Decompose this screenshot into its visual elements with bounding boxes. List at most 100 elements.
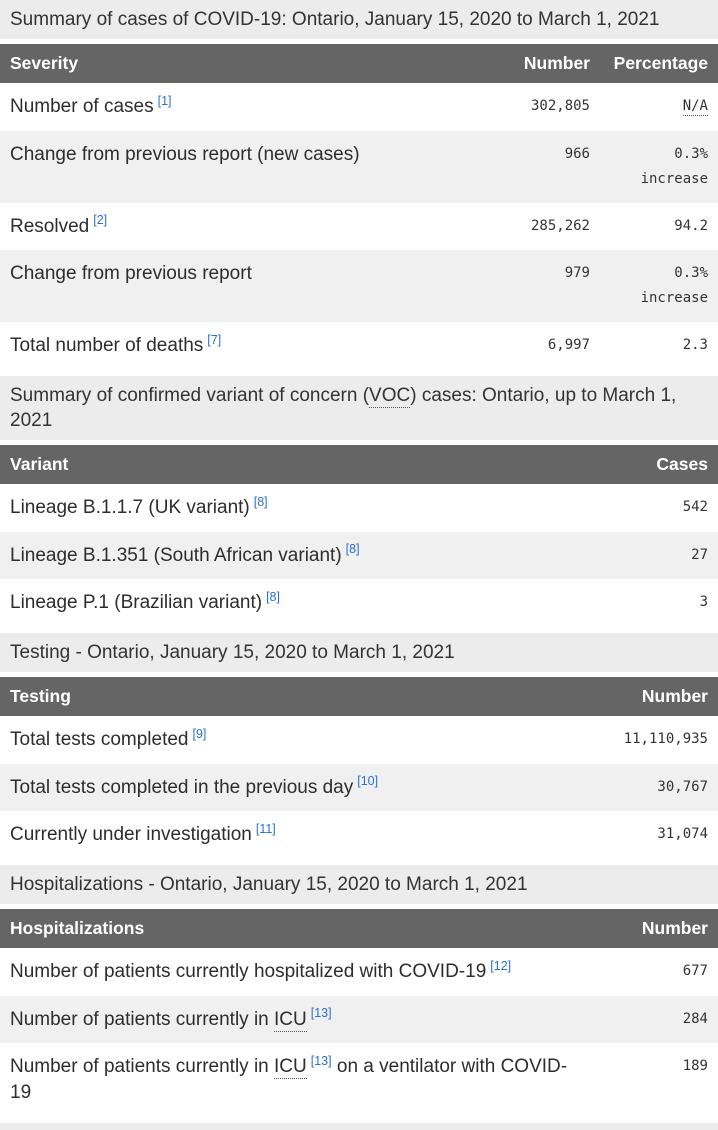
column-header: Number — [488, 44, 600, 84]
text-segment: Change from previous report — [10, 263, 252, 285]
footnote-sup: [2] — [93, 213, 107, 227]
table-row: Total tests completed [9] 11,110,935 — [0, 716, 718, 764]
text-segment: ) cases: Ontario, up to March 1, 2021 — [10, 385, 677, 432]
table-row: Resolved [2] 285,262 94.2 — [0, 202, 718, 251]
header-row: Testing Number — [0, 677, 718, 717]
footnote-sup: [1] — [158, 94, 172, 108]
column-header: Percentage — [600, 44, 718, 84]
footnote-sup: [13] — [311, 1006, 332, 1020]
footnote-link[interactable]: [8] — [345, 542, 360, 557]
column-header: Variant — [0, 445, 588, 485]
text-segment: Summary of confirmed variant of concern … — [10, 385, 370, 406]
text-segment: Lineage B.1.351 (South African variant) — [10, 544, 342, 566]
footnote-link[interactable]: [13] — [310, 1006, 332, 1021]
row-value: 3 — [588, 579, 718, 627]
column-header: Number — [588, 677, 718, 717]
text-segment: 189 — [682, 1058, 708, 1075]
next-section-caption-partial — [0, 1122, 718, 1130]
row-label: Number of cases [1] — [0, 83, 488, 131]
table-section-3: Hospitalizations - Ontario, January 15, … — [0, 865, 718, 1117]
row-label: Lineage B.1.351 (South African variant) [… — [0, 532, 588, 580]
row-label: Lineage P.1 (Brazilian variant) [8] — [0, 579, 588, 627]
row-value: 11,110,935 — [588, 716, 718, 764]
data-table: Testing Number Total tests completed [9] 11,… — [0, 677, 718, 860]
row-value: 285,262 — [488, 203, 600, 251]
header-row: Variant Cases — [0, 445, 718, 485]
row-label: Number of patients currently in ICU [13] — [0, 996, 588, 1044]
header-row: Severity Number Percentage — [0, 44, 718, 84]
abbreviation: VOC — [369, 385, 411, 408]
abbreviation: ICU — [274, 1008, 307, 1032]
table-row: Change from previous report 979 0.3% incre… — [0, 250, 718, 323]
row-value: 677 — [588, 948, 718, 996]
text-segment: 30,767 — [657, 778, 708, 795]
column-header: Number — [588, 909, 718, 949]
footnote-sup: [13] — [311, 1054, 332, 1068]
text-segment: Testing - Ontario, January 15, 2020 to M… — [10, 642, 455, 664]
row-label: Total tests completed in the previous da… — [0, 764, 588, 812]
footnote-sup: [7] — [207, 333, 221, 347]
text-segment: Lineage B.1.1.7 (UK variant) — [10, 497, 250, 519]
table-row: Number of patients currently hospitalize… — [0, 948, 718, 996]
footnote-link[interactable]: [8] — [253, 494, 268, 509]
footnote-link[interactable]: [13] — [310, 1054, 332, 1069]
row-value: 0.3% increase — [600, 131, 718, 203]
column-header: Testing — [0, 677, 588, 717]
table-caption: Hospitalizations - Ontario, January 15, … — [0, 865, 718, 905]
row-value: 0.3% increase — [600, 250, 718, 322]
row-value: 2.3 — [600, 322, 718, 370]
text-segment: 31,074 — [657, 826, 708, 843]
row-label: Currently under investigation [11] — [0, 811, 588, 859]
table-row: Lineage P.1 (Brazilian variant) [8] 3 — [0, 579, 718, 628]
footnote-sup: [8] — [266, 590, 280, 604]
table-row: Change from previous report (new cases) 9… — [0, 130, 718, 203]
row-value: 979 — [488, 250, 600, 322]
footnote-link[interactable]: [11] — [255, 822, 276, 837]
column-header: Hospitalizations — [0, 909, 588, 949]
footnote-link[interactable]: [12] — [490, 958, 512, 973]
text-segment: 94.2 — [674, 217, 708, 234]
data-table: Variant Cases Lineage B.1.1.7 (UK variant)… — [0, 445, 718, 628]
row-value: 284 — [588, 996, 718, 1044]
abbreviation: ICU — [274, 1056, 307, 1080]
text-segment: Change from previous report (new cases) — [10, 143, 360, 165]
row-value: 542 — [588, 484, 718, 532]
table-row: Number of cases [1] 302,805 N/A — [0, 83, 718, 131]
data-table: Severity Number Percentage Number of cases [… — [0, 44, 718, 370]
text-segment: 6,997 — [547, 337, 590, 354]
text-segment: Number of cases — [10, 96, 154, 118]
footnote-link[interactable]: [8] — [266, 590, 280, 605]
text-segment: 284 — [682, 1010, 708, 1027]
row-value: 31,074 — [588, 811, 718, 859]
footnote-link[interactable]: [2] — [93, 213, 108, 228]
footnote-sup: [8] — [346, 542, 360, 556]
table-section-0: Summary of cases of COVID-19: Ontario, J… — [0, 0, 718, 370]
data-table: Hospitalizations Number Number of patients… — [0, 909, 718, 1117]
row-label: Total tests completed [9] — [0, 716, 588, 764]
table-caption: Testing - Ontario, January 15, 2020 to M… — [0, 633, 718, 673]
footnote-link[interactable]: [10] — [357, 774, 379, 789]
text-segment: 2.3 — [682, 337, 708, 354]
text-segment: Number of patients currently in — [10, 1056, 275, 1078]
footnote-link[interactable]: [9] — [192, 726, 207, 741]
row-value: N/A — [600, 83, 718, 131]
text-segment: 542 — [682, 499, 708, 516]
text-segment: 285,262 — [530, 217, 590, 234]
text-segment: Currently under investigation — [10, 824, 252, 846]
row-label: Lineage B.1.1.7 (UK variant) [8] — [0, 484, 588, 532]
table-section-1: Summary of confirmed variant of concern … — [0, 376, 718, 628]
table-row: Number of patients currently in ICU [13] 2… — [0, 995, 718, 1044]
footnote-link[interactable]: [7] — [207, 333, 222, 348]
table-row: Number of patients currently in ICU [13] … — [0, 1043, 718, 1117]
footnote-link[interactable]: [1] — [157, 93, 172, 108]
footnote-sup: [11] — [256, 822, 276, 836]
row-value: 94.2 — [600, 203, 718, 251]
text-segment: 979 — [564, 265, 590, 282]
text-segment: Number of patients currently in — [10, 1008, 275, 1030]
row-value: 30,767 — [588, 764, 718, 812]
row-value: 302,805 — [488, 83, 600, 131]
table-row: Total number of deaths [7] 6,997 2.3 — [0, 322, 718, 370]
text-segment: Hospitalizations - Ontario, January 15, … — [10, 874, 528, 896]
